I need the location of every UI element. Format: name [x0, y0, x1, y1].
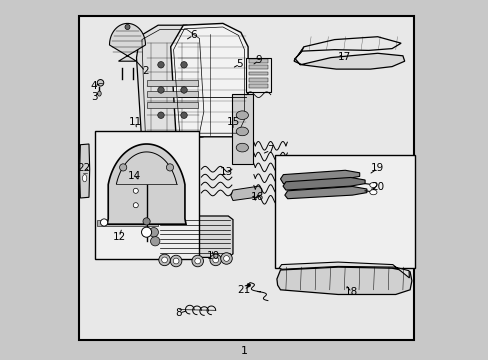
Ellipse shape — [220, 253, 232, 264]
Ellipse shape — [246, 283, 250, 287]
Polygon shape — [170, 23, 247, 137]
Text: 17: 17 — [337, 52, 350, 62]
Bar — [147, 102, 197, 108]
Ellipse shape — [212, 257, 218, 263]
Text: 8: 8 — [175, 308, 182, 318]
Text: 16: 16 — [250, 192, 263, 202]
Polygon shape — [284, 186, 366, 199]
Bar — [248, 59, 267, 63]
Ellipse shape — [120, 164, 126, 171]
Text: 20: 20 — [370, 182, 384, 192]
Polygon shape — [157, 216, 232, 257]
Ellipse shape — [236, 111, 248, 120]
Text: 14: 14 — [127, 171, 141, 181]
Bar — [248, 72, 267, 75]
Bar — [147, 80, 197, 86]
Text: 5: 5 — [236, 59, 243, 69]
Text: 22: 22 — [78, 163, 91, 173]
Bar — [275, 155, 415, 268]
Bar — [79, 16, 413, 340]
Bar — [97, 220, 158, 226]
Ellipse shape — [133, 203, 138, 208]
Ellipse shape — [158, 87, 164, 93]
Polygon shape — [283, 177, 365, 190]
Text: 13: 13 — [220, 167, 233, 177]
Ellipse shape — [173, 258, 179, 264]
Text: 2: 2 — [142, 66, 148, 76]
Ellipse shape — [181, 112, 187, 118]
Ellipse shape — [150, 237, 160, 246]
Ellipse shape — [97, 80, 103, 86]
Ellipse shape — [82, 175, 87, 182]
Polygon shape — [294, 53, 404, 69]
Bar — [95, 131, 199, 259]
Bar — [248, 66, 267, 69]
Polygon shape — [230, 186, 261, 201]
Text: 11: 11 — [129, 117, 142, 127]
Ellipse shape — [166, 164, 173, 171]
Text: 6: 6 — [190, 30, 196, 40]
Ellipse shape — [162, 257, 167, 263]
Text: 4: 4 — [90, 81, 97, 91]
Ellipse shape — [181, 62, 187, 68]
Text: 10: 10 — [206, 251, 219, 261]
Polygon shape — [107, 144, 185, 224]
Polygon shape — [109, 23, 145, 61]
Ellipse shape — [125, 24, 130, 30]
Ellipse shape — [170, 255, 182, 267]
Polygon shape — [280, 170, 359, 184]
Ellipse shape — [98, 91, 101, 96]
Ellipse shape — [181, 87, 187, 93]
Text: 21: 21 — [237, 285, 250, 295]
Bar — [246, 58, 270, 92]
Text: 9: 9 — [255, 55, 262, 66]
Ellipse shape — [141, 227, 151, 237]
Polygon shape — [297, 37, 400, 56]
Polygon shape — [294, 47, 303, 61]
Bar — [248, 84, 267, 88]
Text: 7: 7 — [266, 145, 273, 156]
Ellipse shape — [194, 258, 200, 264]
Ellipse shape — [223, 256, 229, 261]
Text: 1: 1 — [241, 346, 247, 356]
Polygon shape — [80, 144, 89, 198]
Polygon shape — [279, 262, 408, 278]
Bar — [248, 78, 267, 82]
Ellipse shape — [369, 190, 376, 195]
Ellipse shape — [236, 143, 248, 152]
Ellipse shape — [158, 112, 164, 118]
Text: 3: 3 — [90, 92, 97, 102]
Polygon shape — [276, 267, 411, 294]
Ellipse shape — [144, 229, 149, 234]
Bar — [231, 94, 252, 164]
Polygon shape — [136, 25, 208, 144]
Ellipse shape — [369, 183, 376, 188]
Text: 19: 19 — [370, 163, 384, 174]
Text: 15: 15 — [226, 117, 239, 127]
Ellipse shape — [159, 254, 170, 266]
Ellipse shape — [101, 219, 107, 226]
Ellipse shape — [142, 218, 150, 225]
Ellipse shape — [209, 254, 221, 266]
Bar — [96, 217, 159, 229]
Ellipse shape — [149, 228, 158, 237]
Text: 18: 18 — [345, 287, 358, 297]
Ellipse shape — [192, 255, 203, 267]
Bar — [147, 91, 197, 97]
Ellipse shape — [158, 62, 164, 68]
Ellipse shape — [133, 188, 138, 193]
Ellipse shape — [236, 127, 248, 136]
Text: 12: 12 — [112, 232, 125, 242]
